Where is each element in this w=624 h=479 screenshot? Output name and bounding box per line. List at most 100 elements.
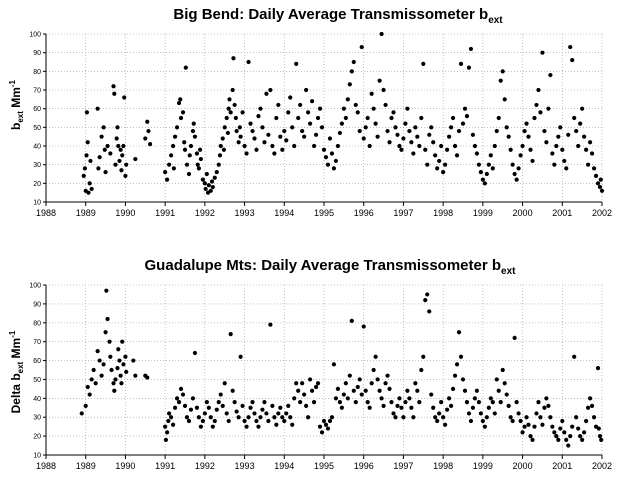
data-point	[427, 309, 432, 314]
data-point	[294, 61, 299, 66]
data-point	[244, 151, 249, 156]
data-point	[104, 288, 109, 293]
data-point	[415, 134, 420, 139]
y-tick-label: 20	[33, 434, 41, 441]
data-point	[187, 153, 192, 158]
data-point	[103, 170, 108, 175]
data-point	[516, 411, 521, 416]
data-point	[512, 335, 517, 340]
x-tick-label: 1997	[393, 461, 413, 471]
data-point	[308, 377, 313, 382]
data-point	[87, 392, 92, 397]
data-point	[363, 388, 368, 393]
data-point	[292, 143, 297, 149]
data-point	[468, 46, 474, 52]
data-point	[355, 384, 360, 390]
data-point	[191, 121, 196, 126]
x-tick-label: 2000	[513, 461, 533, 471]
data-point	[306, 110, 311, 115]
data-point	[178, 115, 184, 121]
data-point	[401, 136, 406, 141]
data-point	[176, 400, 182, 405]
data-point	[371, 367, 376, 373]
data-point	[252, 136, 257, 141]
data-point	[506, 403, 511, 408]
data-point	[96, 166, 101, 171]
data-point	[456, 330, 462, 335]
data-point	[202, 181, 207, 186]
data-point	[95, 349, 100, 354]
data-point	[528, 434, 533, 439]
data-point	[383, 102, 388, 108]
data-point	[133, 156, 138, 162]
data-point	[101, 362, 106, 367]
data-point	[343, 115, 348, 121]
data-point	[510, 162, 515, 167]
data-point	[586, 162, 591, 167]
data-point	[178, 386, 184, 391]
data-point	[232, 102, 237, 108]
data-point	[105, 316, 110, 322]
data-point	[375, 377, 380, 382]
data-point	[443, 422, 448, 427]
data-point	[578, 434, 583, 439]
data-point	[347, 82, 352, 87]
data-point	[166, 418, 171, 424]
data-point	[302, 134, 307, 139]
data-point	[526, 422, 531, 427]
data-point	[86, 190, 91, 195]
data-point	[591, 415, 597, 420]
x-tick-label: 1997	[393, 208, 413, 218]
data-point	[558, 125, 563, 130]
data-point	[184, 162, 190, 167]
data-point	[580, 106, 585, 111]
data-point	[572, 115, 577, 121]
data-point	[250, 128, 255, 134]
data-point	[230, 388, 235, 393]
data-point	[88, 158, 93, 164]
x-tick-label: 1994	[274, 208, 294, 218]
data-point	[542, 405, 547, 410]
data-point	[115, 366, 120, 371]
data-point	[313, 132, 319, 137]
data-point	[387, 386, 392, 391]
data-point	[113, 162, 118, 167]
data-point	[546, 403, 551, 408]
data-point	[401, 415, 406, 420]
data-point	[176, 100, 182, 106]
data-point	[363, 125, 368, 130]
x-tick-label: 1989	[76, 461, 96, 471]
data-point	[498, 78, 503, 83]
data-point	[488, 396, 493, 401]
data-point	[250, 400, 255, 405]
data-point	[514, 177, 519, 182]
data-point	[237, 125, 242, 130]
data-point	[280, 415, 285, 420]
data-point	[472, 396, 478, 401]
data-point	[286, 110, 291, 115]
data-point	[95, 106, 100, 111]
data-point	[82, 166, 88, 171]
data-point	[222, 381, 227, 386]
y-tick-label: 80	[33, 320, 41, 327]
data-point	[439, 400, 444, 405]
chart-big-bend: Big Bend: Daily Average Transmissometer …	[8, 6, 612, 218]
data-point	[452, 373, 458, 378]
data-point	[171, 166, 176, 171]
data-point	[288, 415, 293, 420]
data-point	[492, 411, 497, 416]
data-point	[170, 422, 176, 427]
data-point	[240, 403, 245, 408]
data-point	[532, 115, 537, 121]
data-point	[339, 405, 344, 410]
data-point	[124, 162, 129, 167]
data-point	[597, 184, 603, 190]
x-tick-label: 1991	[155, 461, 175, 471]
data-point	[167, 411, 172, 416]
data-point	[562, 430, 567, 435]
data-point	[576, 426, 581, 431]
data-point	[195, 162, 200, 167]
data-point	[254, 147, 259, 152]
data-point	[393, 415, 398, 420]
data-point	[587, 140, 593, 145]
